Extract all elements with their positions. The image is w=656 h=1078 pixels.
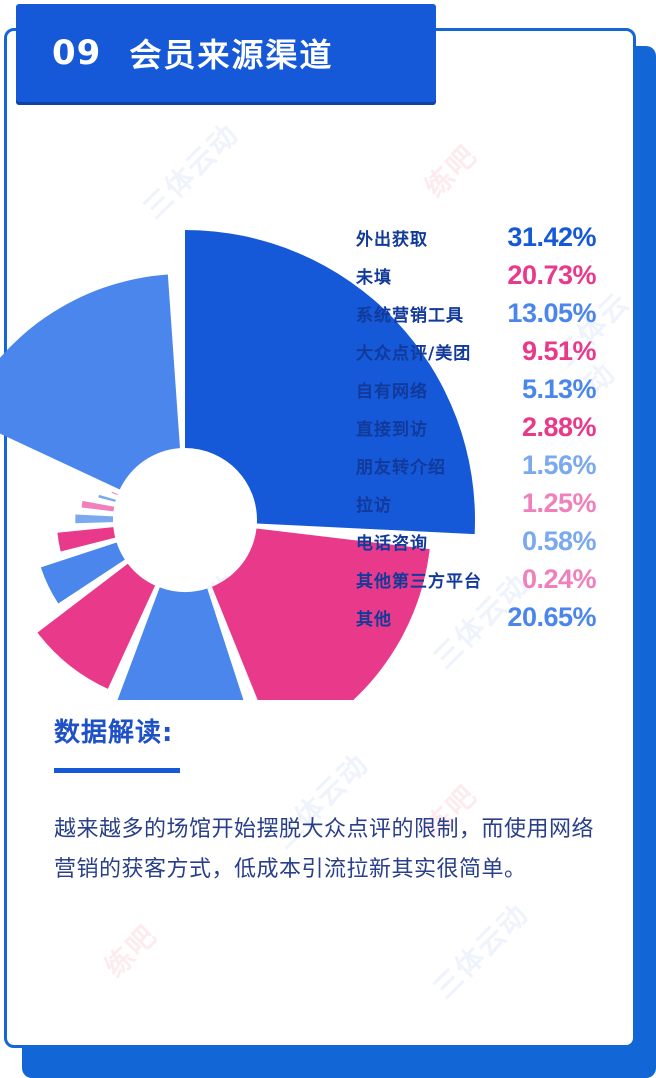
rose-slice <box>57 527 116 552</box>
legend-item: 其他 20.65% <box>356 598 596 636</box>
legend-item: 电话咨询 0.58% <box>356 522 597 560</box>
heading-underline <box>54 768 180 773</box>
legend-label: 大众点评/美团 <box>356 343 472 364</box>
legend-label: 拉访 <box>356 495 392 516</box>
legend-item: 外出获取 31.42% <box>356 218 596 256</box>
legend-item: 自有网络 5.13% <box>356 370 597 408</box>
analysis-text: 越来越多的场馆开始摆脱大众点评的限制，而使用网络营销的获客方式，低成本引流拉新其… <box>54 817 595 882</box>
data-label: 31.42% <box>507 221 596 252</box>
legend-item: 拉访 1.25% <box>356 484 597 522</box>
legend-item: 未填 20.73% <box>356 256 596 294</box>
data-label: 0.24% <box>521 563 597 594</box>
rose-slice <box>185 230 476 535</box>
rose-slice <box>75 514 114 524</box>
legend-label: 其他第三方平台 <box>356 571 482 592</box>
section-number: 09 <box>52 33 102 73</box>
legend-label: 其他 <box>356 609 392 630</box>
legend-item: 大众点评/美团 9.51% <box>356 332 597 370</box>
legend-label: 自有网络 <box>356 381 428 402</box>
analysis-heading: 数据解读: <box>54 718 174 748</box>
rose-slice <box>98 494 116 502</box>
data-label: 9.51% <box>521 335 597 366</box>
rose-slice <box>81 500 115 512</box>
data-label: 1.56% <box>521 449 597 480</box>
data-label: 0.58% <box>521 525 597 556</box>
data-label: 20.73% <box>507 259 596 290</box>
section-title-box: 09 会员来源渠道 <box>16 4 436 102</box>
chart-legend: 外出获取 31.42% 未填 20.73% 系统营销工具 13.05% 大众点评/美团 9.5… <box>356 218 597 636</box>
rose-slice <box>0 274 180 490</box>
legend-label: 直接到访 <box>356 419 428 440</box>
rose-slice <box>211 528 430 700</box>
rose-slice <box>37 563 156 689</box>
rose-slice <box>111 491 118 496</box>
rose-chart <box>0 230 476 700</box>
data-label: 2.88% <box>521 411 597 442</box>
data-label: 13.05% <box>507 297 596 328</box>
data-label: 1.25% <box>521 487 597 518</box>
data-label: 20.65% <box>507 601 596 632</box>
legend-label: 外出获取 <box>356 229 428 250</box>
legend-item: 其他第三方平台 0.24% <box>356 560 597 598</box>
section-title: 会员来源渠道 <box>129 36 334 74</box>
legend-item: 朋友转介绍 1.56% <box>356 446 597 484</box>
data-label: 5.13% <box>521 373 597 404</box>
legend-item: 系统营销工具 13.05% <box>356 294 596 332</box>
rose-slice <box>40 542 125 604</box>
rose-slice <box>117 587 244 700</box>
legend-item: 直接到访 2.88% <box>356 408 597 446</box>
legend-label: 电话咨询 <box>356 533 428 554</box>
legend-label: 朋友转介绍 <box>356 457 446 478</box>
legend-label: 未填 <box>356 267 392 288</box>
legend-label: 系统营销工具 <box>356 305 464 326</box>
